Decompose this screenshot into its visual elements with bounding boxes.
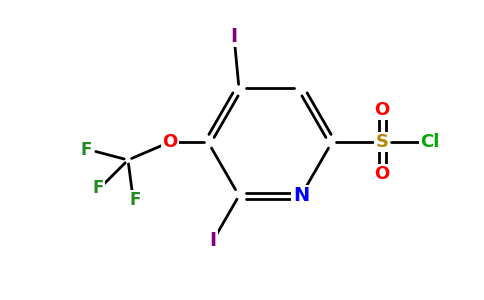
Text: N: N	[293, 186, 309, 205]
Text: I: I	[230, 27, 238, 46]
Text: F: F	[92, 179, 104, 197]
Text: O: O	[162, 133, 178, 151]
Text: F: F	[80, 141, 91, 159]
Text: I: I	[210, 231, 216, 250]
Text: O: O	[375, 165, 390, 183]
Text: Cl: Cl	[420, 133, 439, 151]
Text: S: S	[376, 133, 389, 151]
Text: F: F	[129, 191, 141, 209]
Text: O: O	[375, 101, 390, 119]
